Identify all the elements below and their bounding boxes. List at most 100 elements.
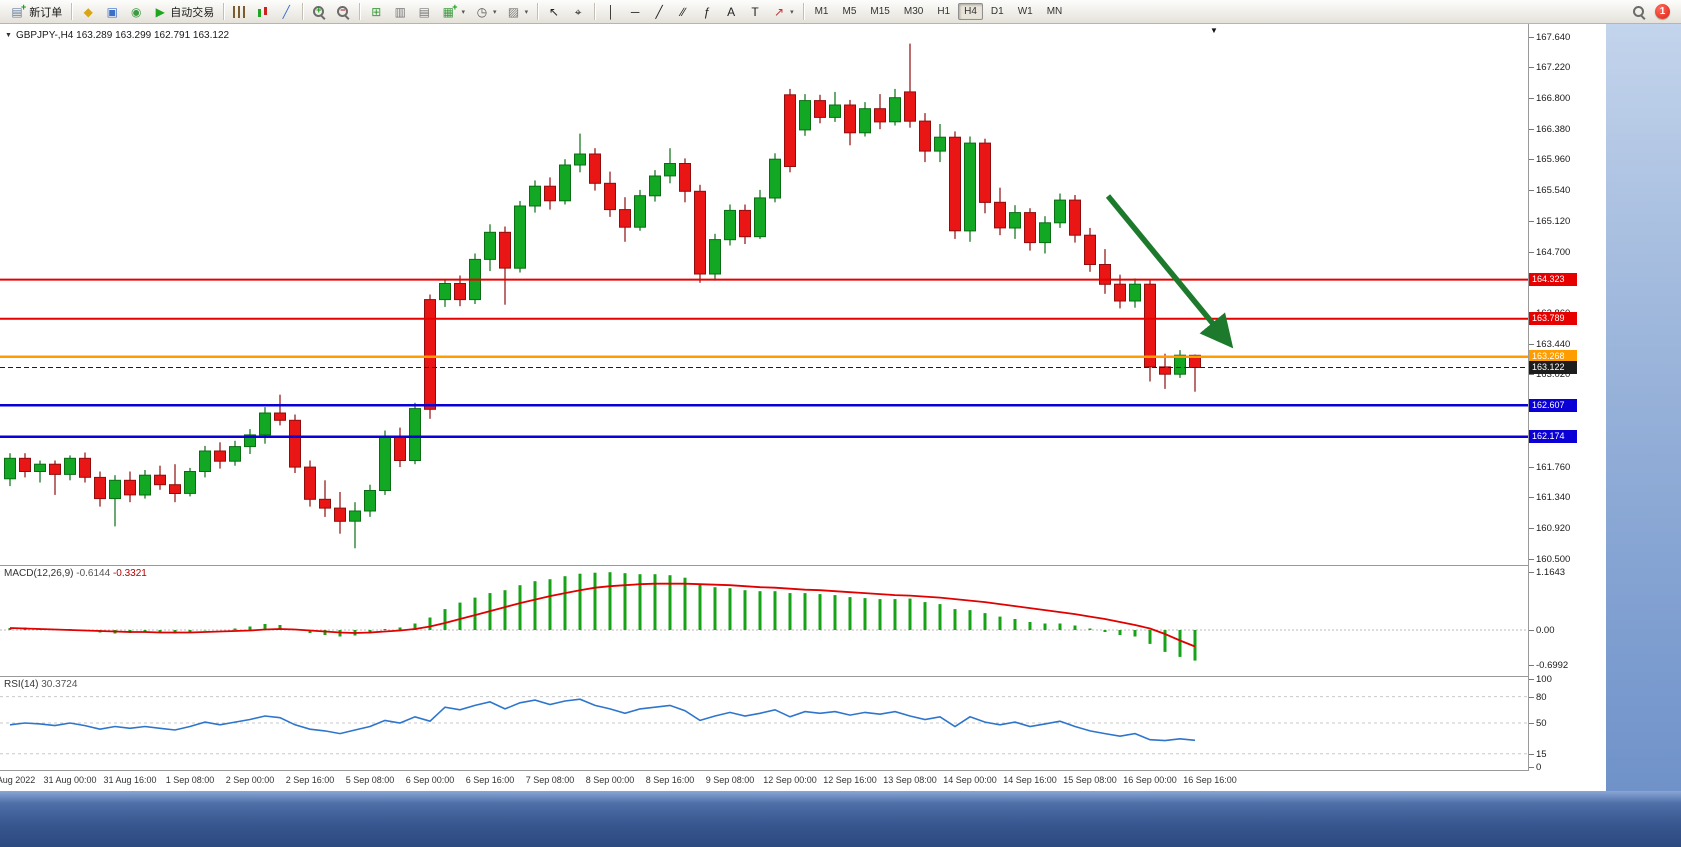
new-order-button[interactable]: ▤ + 新订单 [6, 1, 66, 23]
cascade-windows-icon: ▥ [394, 4, 406, 19]
macd-scale-label: 0.00 [1529, 625, 1555, 636]
price-line-badge[interactable]: 162.174 [1529, 430, 1577, 444]
fibonacci-button[interactable]: ƒ [696, 1, 718, 23]
market-button[interactable]: ▣ [101, 1, 123, 23]
toolbar-separator [223, 3, 225, 20]
shapes-arrow-icon: ↗ [774, 4, 785, 19]
label-button[interactable]: T [744, 1, 766, 23]
horizontal-line-button[interactable]: ─ [624, 1, 646, 23]
price-scale-label: 161.760 [1528, 461, 1571, 473]
price-scale-label: 165.120 [1528, 215, 1571, 227]
line-chart-icon: ╱ [282, 4, 290, 19]
vertical-line-button[interactable]: │ [600, 1, 622, 23]
timeframe-m15[interactable]: M15 [870, 6, 890, 17]
price-chart[interactable] [0, 24, 1528, 565]
text-button[interactable]: A [720, 1, 742, 23]
search-icon[interactable] [1632, 5, 1646, 19]
trendline-button[interactable]: ╱ [648, 1, 670, 23]
autotrading-button[interactable]: ▶ 自动交易 [149, 1, 218, 23]
window-frame-right [1606, 24, 1681, 791]
time-label: 16 Sep 00:00 [1123, 775, 1177, 785]
timeframe-m30[interactable]: M30 [903, 6, 924, 17]
time-label: 9 Sep 08:00 [705, 775, 755, 785]
market-icon: ▣ [106, 4, 118, 19]
time-label: 7 Sep 08:00 [525, 775, 575, 785]
template-icon: ▨ [507, 4, 520, 19]
period-button[interactable]: ◷ ▾ [471, 1, 501, 23]
toolbar-separator [802, 3, 804, 20]
main-toolbar: ▤ + 新订单 ◆ ▣ ◉ ▶ 自动交易 ╱ + − ⊞ ▥ ▤ ▦ + ▾ ◷ ▾ ▨ ▾ ↖ ⌖ │ ─ ╱ ∕∕ ƒ A T ↗ ▾ M1… [0, 0, 1681, 24]
macd-panel[interactable] [0, 566, 1528, 676]
new-chart-button[interactable]: ▦ + ▾ [437, 1, 469, 23]
community-button[interactable]: ◉ [125, 1, 147, 23]
rsi-scale-label: 15 [1529, 748, 1547, 760]
tile-windows-button[interactable]: ⊞ [365, 1, 387, 23]
new-order-button-label: 新订单 [29, 6, 63, 19]
vertical-line-icon: │ [607, 4, 615, 19]
zoom-in-icon: + [312, 5, 326, 19]
notification-badge[interactable]: 1 [1655, 4, 1670, 19]
price-axis-separator [1528, 24, 1529, 791]
time-scale[interactable]: 30 Aug 2022 31 Aug 00:00 31 Aug 16:00 1 Sep… [0, 771, 1606, 791]
new-chart-icon: ▦ [442, 4, 454, 19]
line-chart-button[interactable]: ╱ [275, 1, 297, 23]
cursor-icon: ↖ [549, 4, 560, 19]
time-axis-separator [0, 770, 1606, 771]
price-scale-label: 164.700 [1528, 246, 1571, 258]
rsi-panel[interactable] [0, 677, 1528, 770]
panel-splitter[interactable] [0, 565, 1606, 566]
toolbar-separator [71, 3, 73, 20]
arrange-windows-button[interactable]: ▤ [413, 1, 435, 23]
panel-splitter[interactable] [0, 676, 1606, 677]
timeframe-w1[interactable]: W1 [1017, 6, 1033, 17]
time-label: 14 Sep 00:00 [943, 775, 997, 785]
fibonacci-icon: ƒ [703, 4, 711, 19]
price-line-badge[interactable]: 163.789 [1529, 312, 1577, 326]
price-scale-label: 160.920 [1528, 523, 1571, 535]
shapes-button[interactable]: ↗ ▾ [768, 1, 798, 23]
price-line-badge[interactable]: 163.122 [1529, 360, 1577, 374]
time-label: 30 Aug 2022 [0, 775, 36, 785]
zoom-out-icon: − [336, 5, 350, 19]
price-line-badge[interactable]: 163.268 [1529, 350, 1577, 364]
zoom-out-button[interactable]: − [332, 1, 354, 23]
time-label: 13 Sep 08:00 [883, 775, 937, 785]
trendline-icon: ╱ [655, 4, 663, 19]
timeframe-h4[interactable]: H4 [958, 3, 983, 20]
rsi-scale-label: 100 [1529, 674, 1552, 685]
signals-button[interactable]: ◆ [77, 1, 99, 23]
bar-chart-button[interactable] [229, 1, 250, 23]
channel-button[interactable]: ∕∕ [672, 1, 694, 23]
toolbar-right-group: 1 [1632, 4, 1676, 19]
rsi-scale-label: 0 [1528, 762, 1542, 773]
crosshair-button[interactable]: ⌖ [567, 1, 589, 23]
community-icon: ◉ [131, 4, 142, 19]
time-label: 31 Aug 00:00 [43, 775, 97, 785]
price-line-badge[interactable]: 162.607 [1529, 398, 1577, 412]
price-scale-label: 167.220 [1528, 62, 1571, 74]
price-scale-label: 163.440 [1528, 338, 1571, 350]
price-scale[interactable]: 167.640 167.220 166.800 166.380 165.960 165.5… [1528, 24, 1606, 791]
cascade-windows-button[interactable]: ▥ [389, 1, 411, 23]
collapse-triangle-icon[interactable]: ▼ [5, 32, 12, 39]
price-scale-label: 165.960 [1528, 154, 1571, 166]
candle-chart-button[interactable] [252, 1, 273, 23]
time-label: 8 Sep 00:00 [585, 775, 635, 785]
time-label: 6 Sep 16:00 [465, 775, 515, 785]
timeframe-h1[interactable]: H1 [937, 6, 951, 17]
ohlc-info: ▼ GBPJPY-,H4 163.289 163.299 162.791 163… [5, 30, 229, 41]
zoom-in-button[interactable]: + [308, 1, 330, 23]
cursor-button[interactable]: ↖ [543, 1, 565, 23]
timeframe-m5[interactable]: M5 [842, 6, 857, 17]
time-label: 14 Sep 16:00 [1003, 775, 1057, 785]
timeframe-mn[interactable]: MN [1046, 6, 1063, 17]
period-clock-icon: ◷ [476, 4, 488, 19]
time-label: 5 Sep 08:00 [345, 775, 395, 785]
template-button[interactable]: ▨ ▾ [503, 1, 533, 23]
time-label: 31 Aug 16:00 [103, 775, 157, 785]
timeframe-m1[interactable]: M1 [814, 6, 829, 17]
timeframe-d1[interactable]: D1 [990, 6, 1004, 17]
time-label: 12 Sep 16:00 [823, 775, 877, 785]
price-line-badge[interactable]: 164.323 [1529, 273, 1577, 287]
caret-down-icon: ▾ [524, 8, 529, 16]
